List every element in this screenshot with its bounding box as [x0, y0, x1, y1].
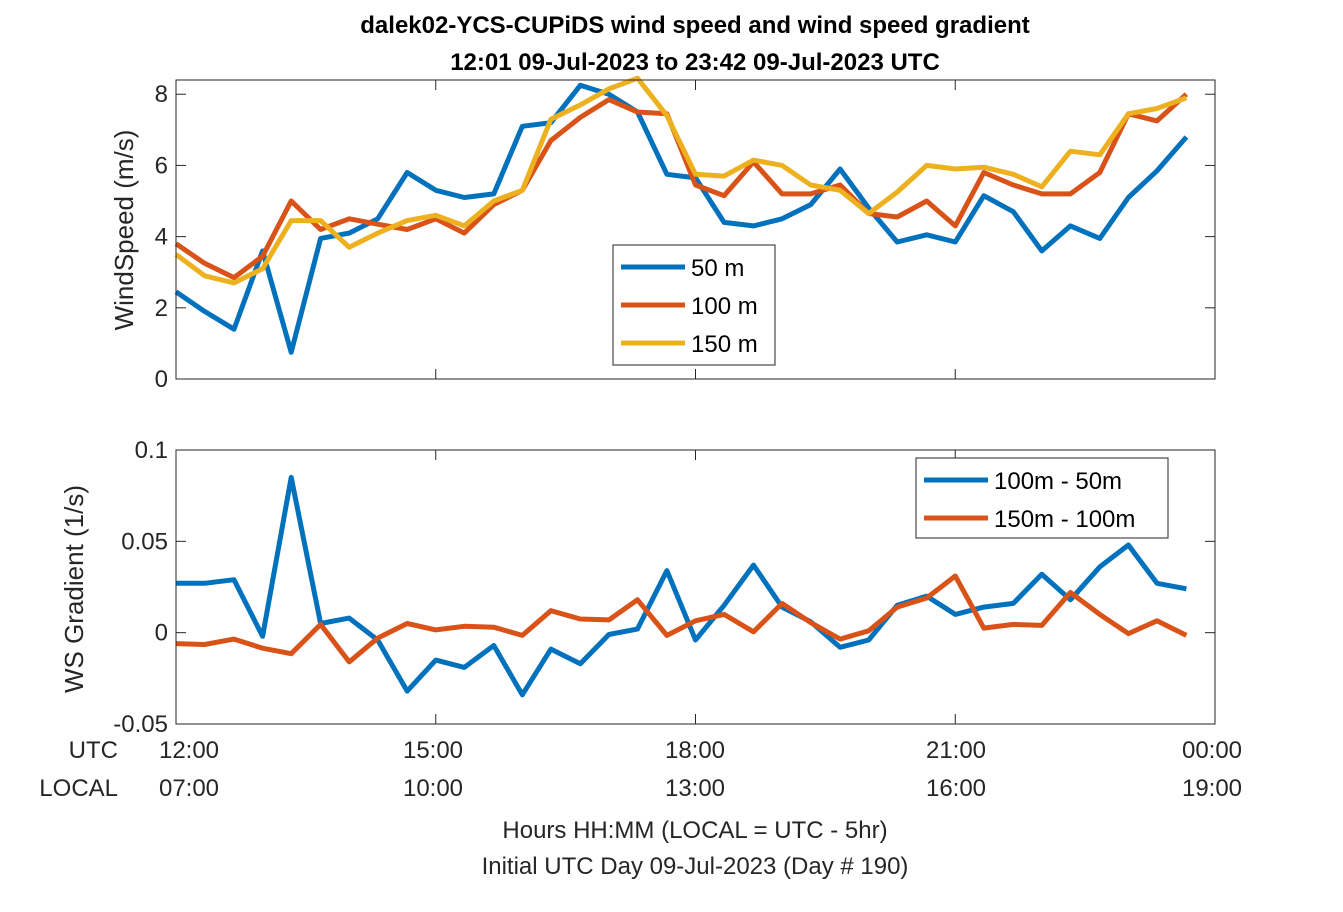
windspeed-ylabel: WindSpeed (m/s)	[109, 130, 139, 331]
windspeed-legend-label-0: 50 m	[691, 255, 744, 282]
utc-tick-label: 12:00	[159, 737, 219, 764]
windspeed-ytick-label: 6	[155, 152, 168, 179]
windspeed-series-line-2	[174, 75, 1188, 286]
utc-tick-label: 18:00	[665, 737, 725, 764]
time-axis-labels: UTC LOCAL 12:00 15:00 18:00 21:00 00:00 07:00…	[39, 737, 1242, 802]
windspeed-legend-label-2: 150 m	[691, 331, 758, 358]
gradient-ytick-label: 0.1	[135, 437, 168, 464]
xlabel-line2: Initial UTC Day 09-Jul-2023 (Day # 190)	[482, 853, 909, 880]
chart-title-line2: 12:01 09-Jul-2023 to 23:42 09-Jul-2023 U…	[450, 49, 940, 76]
windspeed-legend-label-1: 100 m	[691, 293, 758, 320]
utc-row-label: UTC	[69, 737, 118, 764]
windspeed-ytick-label: 2	[155, 295, 168, 322]
utc-tick-label: 21:00	[926, 737, 986, 764]
gradient-legend: 100m - 50m 150m - 100m	[915, 457, 1169, 539]
gradient-legend-label-1: 150m - 100m	[994, 506, 1135, 533]
gradient-axes: -0.05 0 0.05 0.1 WS Gradient (1/s) 100m - 5…	[59, 437, 1216, 738]
local-row-label: LOCAL	[39, 775, 118, 802]
gradient-series-line-0	[176, 474, 1187, 698]
windspeed-axes: 0 2 4 6 8 WindSpeed (m/s) 50 m 100 m 150 m	[109, 75, 1216, 393]
windspeed-ticks: 0 2 4 6 8	[155, 80, 1216, 393]
windspeed-ytick-label: 4	[155, 224, 168, 251]
windspeed-ytick-label: 8	[155, 81, 168, 108]
local-tick-label: 19:00	[1182, 775, 1242, 802]
local-tick-label: 07:00	[159, 775, 219, 802]
gradient-ytick-label: 0	[155, 620, 168, 647]
gradient-ytick-label: 0.05	[121, 528, 168, 555]
gradient-ytick-label: -0.05	[113, 711, 168, 738]
windspeed-ytick-label: 0	[155, 366, 168, 393]
local-tick-label: 10:00	[403, 775, 463, 802]
windspeed-legend: 50 m 100 m 150 m	[612, 244, 776, 366]
windspeed-lines	[174, 75, 1189, 355]
gradient-ylabel: WS Gradient (1/s)	[59, 485, 89, 693]
gradient-lines	[175, 474, 1188, 698]
local-tick-label: 16:00	[926, 775, 986, 802]
gradient-ticks: -0.05 0 0.05 0.1	[113, 437, 1216, 738]
gradient-legend-label-0: 100m - 50m	[994, 468, 1122, 495]
local-tick-label: 13:00	[665, 775, 725, 802]
windspeed-series-line-0	[174, 82, 1189, 355]
gradient-series-line-1	[175, 573, 1188, 665]
utc-tick-label: 00:00	[1182, 737, 1242, 764]
gradient-legend-box	[915, 457, 1169, 539]
utc-tick-label: 15:00	[403, 737, 463, 764]
chart-title-line1: dalek02-YCS-CUPiDS wind speed and wind s…	[360, 12, 1029, 39]
xlabel-line1: Hours HH:MM (LOCAL = UTC - 5hr)	[502, 817, 887, 844]
